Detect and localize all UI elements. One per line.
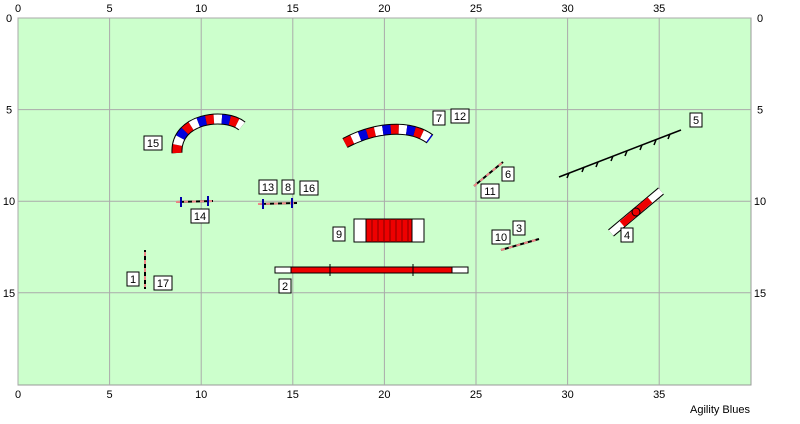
obstacle-number: 5	[689, 112, 703, 128]
number-label: 11	[484, 186, 495, 198]
number-box	[190, 208, 210, 224]
number-box	[126, 271, 140, 287]
x-tick-label: 25	[470, 389, 482, 401]
x-tick-label: 35	[653, 389, 665, 401]
obstacle-number: 14	[190, 208, 210, 224]
number-label: 9	[336, 229, 342, 241]
obstacle-number: 1	[126, 271, 140, 287]
obstacle-number: 17	[153, 275, 173, 291]
y-tick-label: 15	[3, 288, 15, 300]
number-box	[689, 112, 703, 128]
number-label: 7	[436, 113, 442, 125]
jump	[257, 198, 298, 209]
number-box	[491, 229, 511, 245]
x-tick-label: 15	[287, 389, 299, 401]
number-box	[143, 135, 163, 151]
x-tick-label: 30	[561, 3, 573, 15]
number-label: 10	[495, 232, 507, 244]
number-box	[281, 179, 295, 195]
number-label: 15	[147, 138, 159, 150]
x-tick-label: 0	[15, 389, 21, 401]
number-box	[332, 226, 346, 242]
number-label: 12	[454, 111, 466, 123]
x-tick-label: 30	[561, 389, 573, 401]
x-tick-label: 20	[378, 389, 390, 401]
number-label: 4	[624, 230, 630, 242]
number-label: 1	[130, 274, 136, 286]
obstacle-number: 9	[332, 226, 346, 242]
number-box	[501, 166, 515, 182]
y-tick-label: 15	[754, 288, 766, 300]
x-tick-label: 35	[653, 3, 665, 15]
y-tick-label: 10	[754, 196, 766, 208]
obstacle-number: 13	[258, 179, 278, 195]
number-label: 5	[693, 115, 699, 127]
number-box	[278, 278, 292, 294]
number-label: 13	[262, 182, 274, 194]
obstacles	[144, 113, 682, 289]
weave-poles	[558, 129, 682, 179]
x-tick-label: 5	[107, 389, 113, 401]
number-box	[258, 179, 278, 195]
number-box	[620, 227, 634, 243]
obstacle-number: 4	[620, 227, 634, 243]
chute	[353, 218, 425, 243]
x-tick-label: 0	[15, 3, 21, 15]
teeter	[608, 187, 664, 237]
number-label: 6	[505, 169, 511, 181]
number-box	[450, 108, 470, 124]
number-label: 16	[303, 183, 315, 195]
obstacle-number: 3	[512, 220, 526, 236]
number-box	[153, 275, 173, 291]
tunnel	[171, 113, 246, 154]
obstacle-numbers: 15 7 12 5 13 8 16 6 11 14 9 3 10 4 1 17 2	[126, 108, 703, 294]
footer: Agility Blues	[690, 404, 750, 416]
number-label: 2	[282, 281, 288, 293]
x-tick-label: 10	[195, 389, 207, 401]
y-tick-label: 5	[6, 105, 12, 117]
number-box	[432, 110, 446, 126]
obstacle-number: 8	[281, 179, 295, 195]
obstacle-number: 11	[480, 183, 500, 199]
y-tick-label: 0	[757, 13, 763, 25]
number-box	[480, 183, 500, 199]
x-tick-label: 5	[107, 3, 113, 15]
x-tick-label: 20	[378, 3, 390, 15]
obstacle-number: 12	[450, 108, 470, 124]
jump	[473, 161, 504, 187]
y-tick-label: 10	[3, 196, 15, 208]
number-label: 17	[157, 278, 169, 290]
jump	[500, 238, 540, 251]
y-tick-label: 5	[757, 105, 763, 117]
obstacle-number: 15	[143, 135, 163, 151]
number-label: 3	[516, 223, 522, 235]
x-tick-label: 10	[195, 3, 207, 15]
number-label: 8	[285, 182, 291, 194]
number-label: 14	[194, 211, 206, 223]
y-tick-label: 0	[6, 13, 12, 25]
x-tick-label: 15	[287, 3, 299, 15]
number-box	[299, 180, 319, 196]
obstacle-number: 16	[299, 180, 319, 196]
grid	[17, 17, 751, 385]
obstacle-number: 7	[432, 110, 446, 126]
dogwalk	[274, 264, 469, 276]
obstacle-number: 2	[278, 278, 292, 294]
obstacle-number: 10	[491, 229, 511, 245]
tunnel	[342, 123, 434, 148]
number-box	[512, 220, 526, 236]
x-tick-label: 25	[470, 3, 482, 15]
jump	[175, 196, 214, 207]
obstacle-number: 6	[501, 166, 515, 182]
